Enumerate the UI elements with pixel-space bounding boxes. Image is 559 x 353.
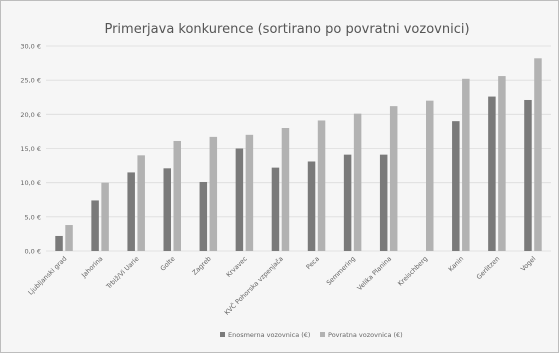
bar-one-way-13: [524, 99, 532, 251]
bar-return-0: [65, 225, 73, 251]
bar-return-8: [353, 113, 362, 252]
bar-return-1: [101, 182, 109, 251]
x-category-label: KVČ Pohorska vzpenjača: [222, 254, 285, 317]
bar-one-way-1: [91, 200, 99, 251]
x-category-label: Krvavec: [225, 254, 249, 278]
bar-return-5: [245, 134, 254, 251]
y-tick-label: 20,0 €: [20, 111, 41, 119]
bar-return-11: [462, 78, 470, 251]
bar-return-6: [281, 128, 290, 251]
legend-label: Povratna vozovnica (€): [328, 331, 403, 339]
y-tick-label: 25,0 €: [20, 77, 41, 85]
x-category-label: Golte: [159, 255, 177, 273]
chart-title: Primerjava konkurence (sortirano po povr…: [104, 22, 469, 37]
y-tick-label: 10,0 €: [20, 179, 41, 187]
gridlines: [46, 45, 551, 252]
bar-one-way-7: [307, 161, 316, 251]
x-category-label: Trbiž/Vi Uarie: [104, 255, 141, 292]
legend-swatch: [220, 332, 225, 337]
bars: [55, 58, 542, 252]
bar-one-way-0: [55, 235, 63, 251]
bar-one-way-11: [452, 121, 460, 252]
bar-return-10: [426, 100, 434, 252]
y-axis-tick-labels: 0,0 € 5,0 € 10,0 € 15,0 € 20,0 € 25,0 € 30,0 €: [20, 43, 41, 256]
bar-one-way-6: [271, 167, 280, 251]
bar-one-way-4: [199, 181, 208, 251]
x-category-label: Velika Planina: [356, 255, 393, 292]
x-category-label: Jahorina: [79, 255, 104, 280]
bar-one-way-5: [235, 148, 244, 251]
bar-one-way-8: [343, 154, 352, 251]
bar-return-13: [534, 58, 542, 251]
bar-return-12: [498, 76, 506, 251]
bar-return-4: [209, 136, 218, 251]
bar-one-way-12: [488, 96, 496, 251]
x-category-label: Semmering: [325, 255, 357, 287]
legend-label: Enosmerna vozovnica (€): [228, 331, 310, 339]
bar-return-3: [173, 140, 181, 251]
legend: Enosmerna vozovnica (€) Povratna vozovnic…: [220, 331, 403, 339]
x-category-label: Ljubljanski grad: [26, 255, 68, 297]
x-category-label: Vogel: [519, 255, 537, 273]
x-category-label: Gerlitzen: [475, 255, 501, 281]
y-tick-label: 15,0 €: [20, 145, 41, 153]
bar-return-2: [137, 155, 145, 251]
bar-return-7: [317, 120, 326, 251]
x-category-label: Peca: [305, 255, 321, 271]
x-category-label: Kreischberg: [396, 255, 429, 288]
x-category-label: Zagreb: [191, 255, 213, 277]
x-axis-category-labels: Ljubljanski grad Jahorina Trbiž/Vi Uarie Go…: [26, 254, 537, 317]
y-tick-label: 0,0 €: [24, 248, 41, 256]
bar-one-way-9: [379, 154, 388, 251]
y-tick-label: 5,0 €: [24, 213, 41, 221]
x-category-label: Kanin: [447, 255, 466, 274]
y-tick-label: 30,0 €: [20, 43, 41, 51]
bar-one-way-3: [163, 168, 171, 251]
bar-return-9: [389, 106, 398, 251]
legend-swatch: [320, 332, 325, 337]
bar-one-way-2: [127, 172, 135, 251]
